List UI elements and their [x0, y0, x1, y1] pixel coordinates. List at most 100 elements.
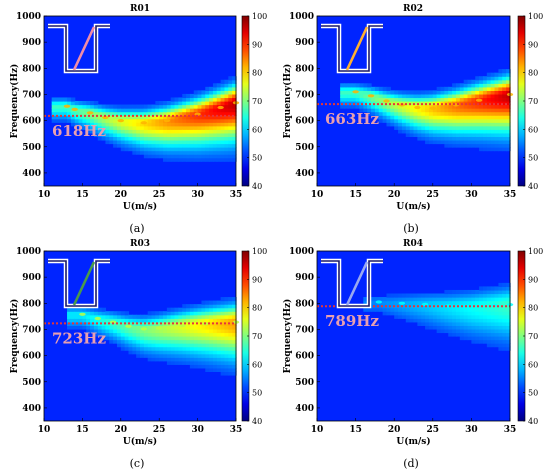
heatmap-cell	[220, 332, 226, 337]
heatmap-cell	[506, 122, 511, 127]
heatmap-cell	[432, 132, 438, 138]
heatmap-cell	[193, 125, 199, 130]
x-tick-label: 30	[465, 190, 478, 200]
heatmap-cell	[120, 136, 126, 141]
heatmap-cell	[205, 364, 210, 369]
heatmap-cell	[124, 311, 130, 316]
heatmap-cell	[205, 90, 210, 95]
colorbar-tick-label: 90	[252, 275, 262, 284]
heatmap-cell	[163, 129, 168, 134]
heatmap-cell	[363, 108, 368, 113]
heatmap-cell	[401, 101, 407, 106]
heatmap-cell	[143, 118, 149, 123]
heatmap-cell	[216, 300, 222, 305]
heatmap-cell	[151, 143, 156, 148]
heatmap-cell	[479, 132, 484, 138]
heatmap-cell	[193, 97, 199, 102]
heatmap-cell	[413, 111, 418, 116]
heatmap-cell	[163, 353, 168, 358]
heatmap-cell	[209, 332, 214, 337]
heatmap-cell	[467, 139, 472, 145]
heatmap-cell	[155, 104, 160, 109]
heatmap-cell	[155, 154, 160, 159]
heatmap-cell	[409, 111, 415, 116]
heatmap-cell	[212, 125, 218, 130]
heatmap-cell	[452, 118, 457, 123]
panel-title: R03	[130, 239, 150, 249]
heatmap-cell	[417, 321, 422, 326]
heatmap-cell	[216, 311, 222, 316]
heatmap-cell	[186, 157, 191, 162]
heatmap-cell	[502, 346, 507, 351]
heatmap-cell	[444, 314, 449, 319]
heatmap-cell	[224, 79, 229, 84]
heatmap-cell	[486, 104, 492, 109]
heatmap-cell	[170, 125, 176, 130]
heatmap-cell	[166, 339, 172, 344]
heatmap-cell	[216, 304, 222, 309]
heatmap-cell	[212, 129, 218, 134]
heatmap-cell	[163, 108, 168, 113]
heatmap-cell	[147, 314, 153, 319]
heatmap-cell	[93, 122, 99, 127]
heatmap-cell	[197, 97, 203, 102]
heatmap-cell	[448, 300, 453, 305]
heatmap-cell	[224, 307, 229, 312]
heatmap-cell	[482, 118, 488, 123]
heatmap-cell	[209, 104, 214, 109]
heatmap-cell	[490, 76, 496, 81]
heatmap-cell	[374, 108, 380, 113]
heatmap-cell	[216, 353, 222, 358]
heatmap-cell	[506, 318, 511, 323]
heatmap-cell	[494, 122, 500, 127]
heatmap-cell	[155, 118, 160, 123]
heatmap-cell	[409, 129, 415, 134]
heatmap-cell	[178, 111, 183, 116]
heatmap-cell	[209, 360, 214, 365]
y-tick-label: 700	[22, 325, 41, 335]
heatmap-cell	[216, 364, 222, 369]
heatmap-cell	[216, 129, 222, 134]
heatmap-cell	[140, 314, 145, 319]
heatmap-cell	[382, 97, 388, 102]
heatmap-cell	[459, 139, 465, 145]
heatmap-cell	[128, 108, 133, 113]
heatmap-cell	[494, 314, 500, 319]
heatmap-cell	[448, 314, 453, 319]
heatmap-cell	[97, 311, 103, 316]
heatmap-cell	[166, 350, 172, 355]
heatmap-cell	[421, 125, 426, 130]
heatmap-cell	[216, 367, 222, 373]
heatmap-cell	[425, 132, 430, 138]
heatmap-cell	[486, 86, 492, 91]
heatmap-cell	[224, 83, 229, 88]
heatmap-cell	[132, 328, 137, 334]
heatmap-cell	[174, 108, 179, 113]
heatmap-cell	[174, 129, 179, 134]
heatmap-cell	[502, 328, 507, 334]
heatmap-cell	[494, 115, 500, 120]
heatmap-cell	[347, 90, 353, 95]
heatmap-cell	[363, 300, 368, 305]
heatmap-cell	[174, 314, 179, 319]
heatmap-cell	[428, 97, 434, 102]
heatmap-cell	[232, 150, 237, 155]
heatmap-cell	[120, 129, 126, 134]
heatmap-cell	[212, 154, 218, 159]
heatmap-cell	[355, 104, 361, 109]
heatmap-cell	[498, 297, 503, 302]
heatmap-cell	[186, 129, 191, 134]
heatmap-cell	[193, 304, 199, 309]
heatmap-cell	[428, 311, 434, 316]
heatmap-cell	[452, 97, 457, 102]
heatmap-cell	[432, 314, 438, 319]
heatmap-cell	[209, 122, 214, 127]
heatmap-cell	[475, 321, 480, 326]
heatmap-cell	[178, 346, 183, 351]
x-tick-label: 30	[191, 190, 204, 200]
heatmap-cell	[228, 86, 233, 91]
heatmap-cell	[428, 93, 434, 99]
heatmap-cell	[201, 328, 206, 334]
heatmap-cell	[490, 97, 496, 102]
heatmap-cell	[128, 343, 133, 348]
